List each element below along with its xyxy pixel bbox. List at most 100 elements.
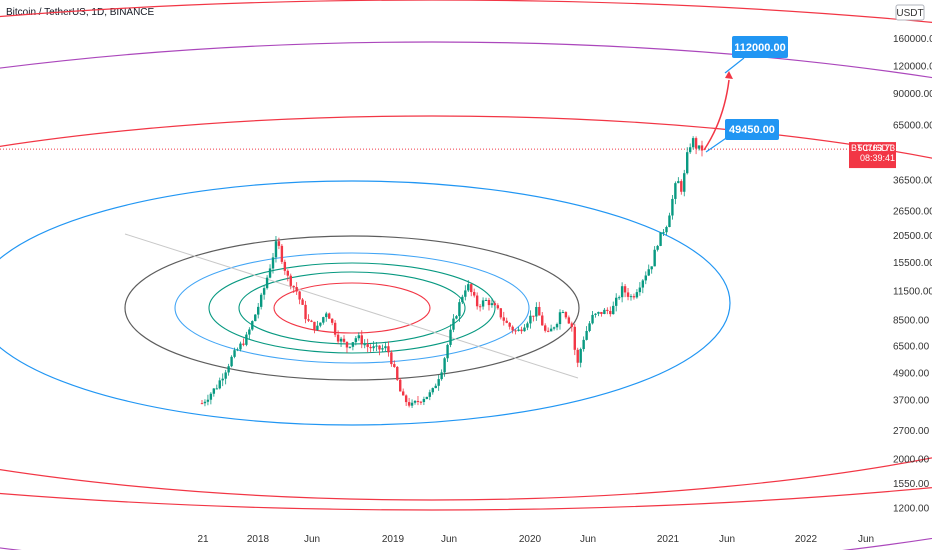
x-axis[interactable]: 21 2018 Jun 2019 Jun 2020 Jun 2021 Jun 2… <box>197 534 874 545</box>
projection-arrow[interactable] <box>703 79 730 151</box>
candle-body <box>455 316 458 319</box>
candle-body <box>481 300 485 307</box>
y-tick-label: 120000.00 <box>893 62 932 73</box>
chart-title: Bitcoin / TetherUS, 1D, BINANCE <box>6 7 155 18</box>
candle-body <box>425 396 429 399</box>
candle-body <box>638 287 642 293</box>
ellipse-blue-large[interactable] <box>0 180 731 426</box>
candle-body <box>555 324 559 328</box>
candle-body <box>230 356 233 367</box>
candle-body <box>484 299 488 301</box>
candle-body <box>422 398 426 403</box>
x-tick-label: Jun <box>719 534 735 545</box>
candle-body <box>301 299 304 305</box>
candle-body <box>407 402 411 406</box>
candle-body <box>591 314 594 324</box>
candle-body <box>475 295 479 307</box>
candle-body <box>588 323 591 331</box>
candle-body <box>245 334 248 345</box>
candle-body <box>538 306 541 316</box>
candle-body <box>366 344 369 347</box>
candle-body <box>546 330 550 332</box>
y-tick-label: 90000.00 <box>893 89 932 100</box>
candle-body <box>339 338 343 342</box>
ellipse-green-1[interactable] <box>208 262 496 354</box>
currency-button[interactable]: USDT <box>896 8 923 19</box>
ellipse-outer-red-top[interactable] <box>0 0 932 511</box>
candle-body <box>404 395 408 403</box>
x-tick-label: 2018 <box>247 534 270 545</box>
y-axis[interactable]: 270000.00160000.00120000.0090000.0065000… <box>893 0 932 515</box>
ellipse-red-inner[interactable] <box>273 282 431 334</box>
candle-body <box>419 401 423 403</box>
candle-body <box>224 372 227 379</box>
candle-body <box>304 304 307 320</box>
candle-body <box>641 280 645 288</box>
candle-body <box>467 284 470 291</box>
candle-body <box>665 227 668 233</box>
candle-body <box>413 400 417 403</box>
ellipse-lightblue-1[interactable] <box>174 252 530 364</box>
ellipse-axis-line[interactable] <box>124 233 579 379</box>
candle-body <box>443 358 446 373</box>
callout-49450-box <box>725 119 779 140</box>
current-price-tag-box <box>849 142 896 169</box>
candle-body <box>671 198 674 216</box>
candle-body <box>617 297 621 299</box>
candle-body <box>464 290 467 297</box>
candle-body <box>200 403 204 405</box>
candle-body <box>490 303 494 306</box>
candle-body <box>478 306 482 308</box>
x-tick-label: 2022 <box>795 534 818 545</box>
callout-112000[interactable]: 112000.00 <box>724 36 788 74</box>
y-tick-label: 2000.00 <box>893 455 930 466</box>
candle-body <box>378 345 381 350</box>
candle-body <box>597 311 600 314</box>
candle-body <box>410 402 414 406</box>
candle-body <box>674 183 677 199</box>
candle-body <box>262 288 266 295</box>
candle-body <box>401 391 405 396</box>
candle-body <box>677 181 680 184</box>
candle-body <box>316 325 319 331</box>
candle-body <box>360 335 363 345</box>
candle-body <box>615 297 618 306</box>
candle-body <box>541 315 544 326</box>
y-tick-label: 11500.00 <box>893 287 932 298</box>
candle-body <box>236 349 239 351</box>
candle-body <box>603 309 606 315</box>
callout-112000-label: 112000.00 <box>734 42 785 54</box>
candle-body <box>561 312 565 314</box>
callout-49450[interactable]: 49450.00 <box>705 119 779 153</box>
candle-body <box>472 292 476 296</box>
ellipse-red-large[interactable] <box>0 115 932 501</box>
x-tick-label: Jun <box>858 534 874 545</box>
candle-body <box>629 296 633 298</box>
current-price-tag[interactable]: BTCUSDT 50763.73 08:39:41 <box>849 142 896 169</box>
candle-body <box>289 275 292 286</box>
candle-body <box>458 302 461 317</box>
candle-body <box>623 286 627 293</box>
candle-body <box>280 245 284 262</box>
ellipse-gray[interactable] <box>124 235 580 381</box>
candle-body <box>330 318 334 323</box>
candle-body <box>328 313 331 319</box>
x-tick-label: Jun <box>441 534 457 545</box>
current-price-symbol: BTCUSDT <box>851 143 894 153</box>
candle-body <box>307 319 310 321</box>
candle-body <box>700 145 704 151</box>
candle-body <box>345 341 349 348</box>
candle-body <box>662 232 665 234</box>
candle-body <box>452 318 455 330</box>
candle-body <box>683 173 686 192</box>
candle-body <box>416 400 420 402</box>
candle-body <box>535 306 538 317</box>
candle-body <box>209 393 213 400</box>
candle-body <box>691 138 695 148</box>
candle-body <box>265 277 269 289</box>
candle-body <box>552 327 556 329</box>
ellipse-outer-purple[interactable] <box>0 41 932 550</box>
